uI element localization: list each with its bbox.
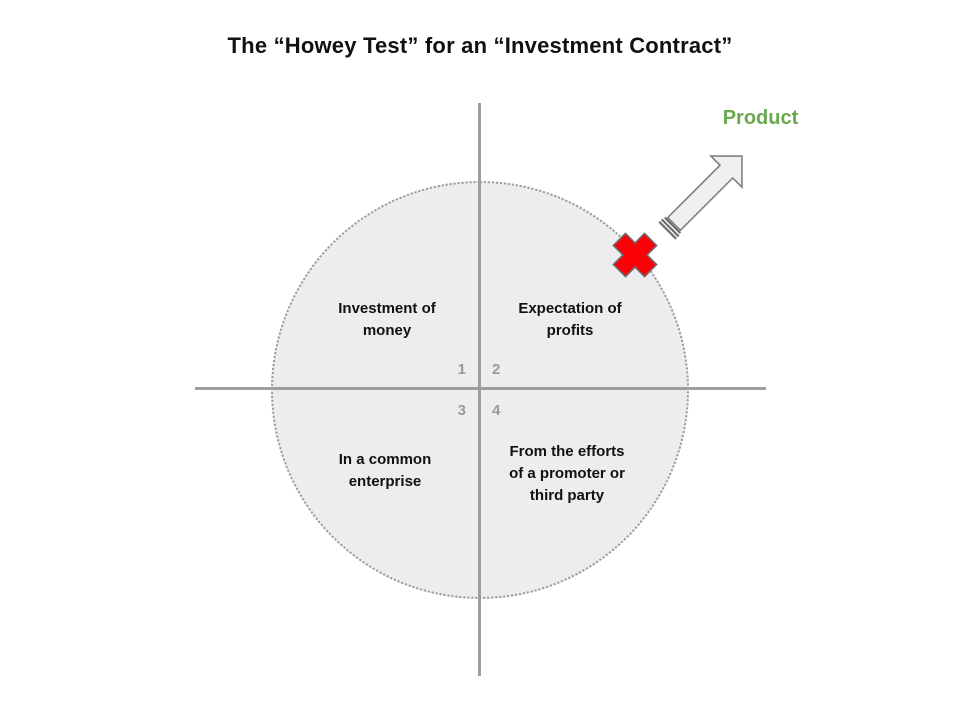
arrow-up-right-icon [658, 155, 743, 240]
page-title: The “Howey Test” for an “Investment Cont… [227, 33, 733, 58]
quadrant-number-2: 2 [492, 361, 501, 378]
quadrant-label-common-enterprise: In a common enterprise [338, 451, 432, 490]
quadrant-number-3: 3 [457, 402, 466, 419]
vertical-axis-line [478, 103, 481, 676]
arrow-body [666, 155, 743, 232]
quadrant-label-expectation-of-profits: Expectation of profits [518, 300, 622, 339]
quadrant-label-investment-of-money: Investment of money [338, 300, 436, 339]
quadrant-number-1: 1 [457, 361, 466, 378]
quadrant-number-4: 4 [492, 402, 501, 419]
product-label: Product [722, 107, 799, 129]
quadrant-label-efforts-of-promoter: From the efforts of a promoter or third … [509, 443, 625, 504]
x-mark-icon [612, 232, 658, 278]
